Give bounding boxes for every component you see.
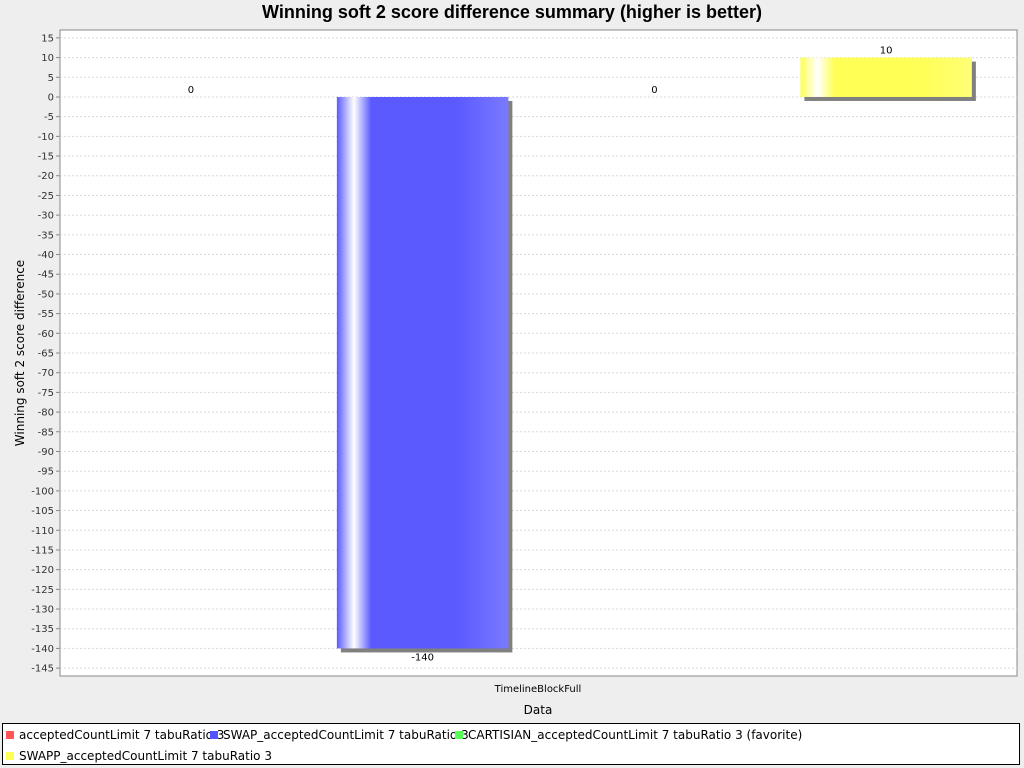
y-tick-label: -135: [31, 624, 54, 635]
legend-item: SWAPP_acceptedCountLimit 7 tabuRatio 3: [6, 749, 272, 763]
y-tick-label: -60: [38, 329, 54, 340]
bar-value-label: 10: [880, 46, 893, 57]
y-tick-label: -130: [31, 605, 54, 616]
y-tick-label: -110: [31, 526, 54, 537]
bar: [336, 96, 509, 649]
y-tick-label: -105: [31, 506, 54, 517]
y-tick-label: -95: [38, 467, 54, 478]
y-tick-label: -15: [38, 152, 54, 163]
y-tick-label: -90: [38, 447, 54, 458]
y-tick-label: -5: [44, 112, 54, 123]
y-tick-label: -35: [38, 230, 54, 241]
y-tick-label: 15: [41, 33, 54, 44]
y-tick-label: -25: [38, 191, 54, 202]
y-tick-label: -65: [38, 349, 54, 360]
y-tick-label: -45: [38, 270, 54, 281]
y-tick-label: -80: [38, 408, 54, 419]
bars: [336, 57, 976, 653]
legend-label: SWAPP_acceptedCountLimit 7 tabuRatio 3: [19, 749, 272, 763]
legend-item: acceptedCountLimit 7 tabuRatio 3: [6, 728, 224, 742]
y-tick-label: -50: [38, 289, 54, 300]
bar-value-label: 0: [651, 85, 657, 96]
y-tick-label: -100: [31, 486, 54, 497]
y-tick-label: 0: [48, 92, 54, 103]
y-tick-label: -85: [38, 427, 54, 438]
bar-value-label: 0: [188, 85, 194, 96]
y-tick-label: -145: [31, 664, 54, 675]
legend-label: CARTISIAN_acceptedCountLimit 7 tabuRatio…: [468, 728, 803, 742]
y-tick-label: -40: [38, 250, 54, 261]
y-tick-label: -140: [31, 644, 54, 655]
chart-svg: -145-140-135-130-125-120-115-110-105-100…: [13, 29, 1018, 717]
legend-swatch-green: [455, 731, 463, 739]
legend: acceptedCountLimit 7 tabuRatio 3 SWAP_ac…: [2, 723, 1020, 765]
legend-swatch-yellow: [6, 752, 14, 760]
y-tick-label: -10: [38, 132, 54, 143]
legend-label: SWAP_acceptedCountLimit 7 tabuRatio 3: [223, 728, 469, 742]
data-labels: 0 -140 0 10: [188, 46, 893, 664]
legend-item: SWAP_acceptedCountLimit 7 tabuRatio 3: [210, 728, 469, 742]
x-axis-title: Data: [524, 703, 553, 717]
chart-title: Winning soft 2 score difference summary …: [262, 2, 762, 22]
y-tick-label: -55: [38, 309, 54, 320]
y-tick-label: -70: [38, 368, 54, 379]
legend-swatch-red: [6, 731, 14, 739]
y-tick-label: -115: [31, 545, 54, 556]
y-tick-label: 10: [41, 53, 54, 64]
bar: [800, 57, 972, 97]
y-axis-ticks: -145-140-135-130-125-120-115-110-105-100…: [31, 33, 60, 675]
y-tick-label: -75: [38, 388, 54, 399]
x-tick-label: TimelineBlockFull: [494, 684, 582, 695]
y-tick-label: -120: [31, 565, 54, 576]
y-tick-label: 5: [48, 73, 54, 84]
legend-item: CARTISIAN_acceptedCountLimit 7 tabuRatio…: [455, 728, 802, 742]
y-tick-label: -30: [38, 211, 54, 222]
y-tick-label: -20: [38, 171, 54, 182]
y-tick-label: -125: [31, 585, 54, 596]
legend-swatch-blue: [210, 731, 218, 739]
legend-label: acceptedCountLimit 7 tabuRatio 3: [19, 728, 225, 742]
bar-value-label: -140: [411, 652, 434, 663]
y-axis-title: Winning soft 2 score difference: [13, 260, 27, 446]
